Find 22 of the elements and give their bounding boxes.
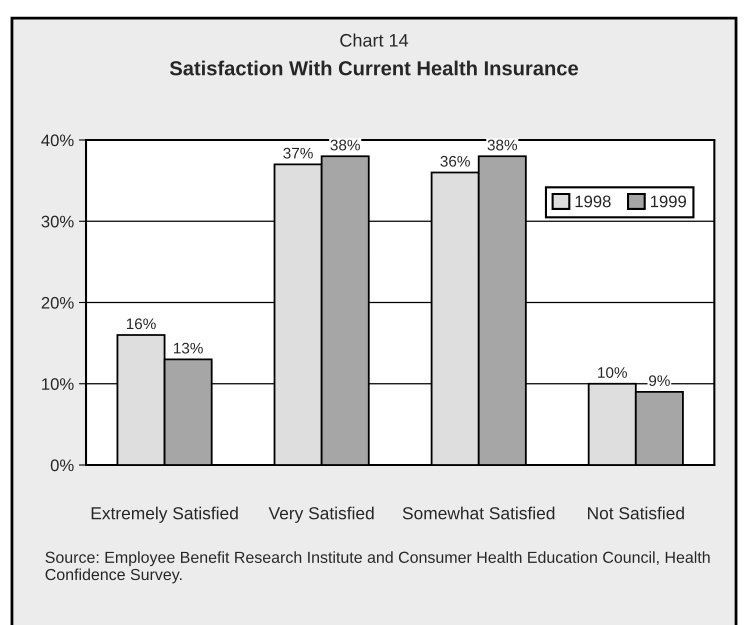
- data-label: 38%: [488, 140, 518, 150]
- data-label: 10%: [598, 367, 627, 378]
- chart-subtitle: Satisfaction With Current Health Insurance: [170, 60, 578, 76]
- data-label: 13%: [174, 342, 203, 354]
- data-label: 16%: [126, 318, 156, 330]
- y-tick-label: 40%: [41, 134, 74, 146]
- x-tick-label: Very Satisfied: [268, 506, 374, 523]
- y-tick-label: 30%: [41, 216, 74, 228]
- y-tick-label: 0%: [50, 459, 74, 472]
- x-tick-label: Somewhat Satisfied: [402, 506, 554, 520]
- data-label: 37%: [283, 148, 313, 159]
- x-tick-label: Extremely Satisfied: [92, 506, 238, 523]
- legend-label: 1999: [650, 196, 686, 208]
- data-label: 9%: [649, 375, 670, 386]
- y-tick-label: 10%: [42, 378, 74, 390]
- y-tick-label: 20%: [42, 296, 74, 309]
- chart-title: Chart 14: [340, 33, 408, 47]
- source-note: Source: Employee Benefit Research Institute and Consumer Health Education Council, Health Confidence Survey.: [45, 551, 710, 584]
- data-label: 36%: [440, 156, 470, 167]
- legend-label: 1998: [576, 196, 611, 208]
- data-label: 38%: [330, 140, 360, 150]
- x-tick-label: Not Satisfied: [588, 506, 684, 520]
